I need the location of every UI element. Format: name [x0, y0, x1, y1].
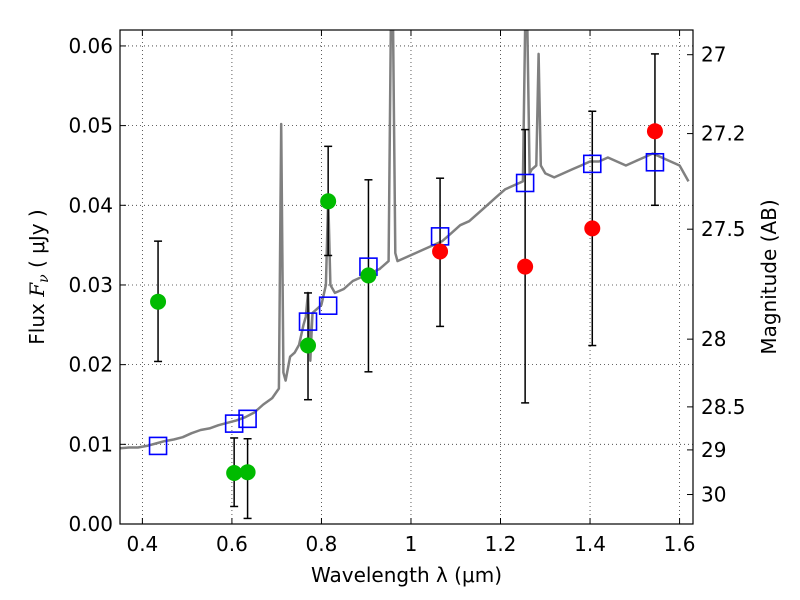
x-axis-label: Wavelength λ (μm) [311, 563, 502, 587]
plot-frame [119, 29, 694, 525]
y-tick-label: 0.05 [68, 114, 113, 138]
y2-tick-label: 28.5 [701, 395, 746, 419]
green-data-point [150, 293, 167, 310]
y-tick-label: 0.00 [68, 512, 113, 536]
grid [120, 30, 693, 525]
spectrum-layer [120, 30, 690, 450]
marker-layer [148, 123, 665, 482]
x-tick-label: 0.8 [306, 532, 338, 556]
y2-tick-label: 27.5 [701, 217, 746, 241]
red-data-point [432, 243, 449, 260]
green-data-point [300, 337, 317, 354]
y2-tick-label: 27.2 [701, 122, 746, 146]
spectrum-line [120, 30, 690, 450]
y2-tick-label: 28 [701, 327, 726, 351]
green-data-point [226, 465, 243, 482]
model-square-marker [224, 414, 244, 433]
x-tick-label: 1.4 [574, 532, 606, 556]
y2-tick-label: 29 [701, 438, 726, 462]
y-tick-label: 0.06 [68, 34, 113, 58]
x-axis-ticks: 0.4 0.6 0.8 1 1.2 1.4 1.6 [126, 30, 695, 556]
model-square-marker [148, 436, 168, 456]
y2-tick-label: 27 [701, 43, 726, 67]
y2-axis-ticks: 27 27.2 27.5 28 28.5 29 30 [687, 43, 746, 507]
model-square-marker [318, 296, 338, 315]
green-data-point [360, 267, 377, 284]
model-square-marker [515, 173, 535, 193]
x-tick-label: 1.6 [664, 532, 696, 556]
model-square-marker [238, 409, 257, 429]
y-tick-label: 0.03 [68, 273, 113, 297]
y-tick-label: 0.04 [68, 193, 113, 217]
x-tick-label: 0.6 [216, 532, 248, 556]
errorbar-layer [154, 53, 659, 520]
green-data-point [239, 464, 256, 481]
model-square-marker [645, 152, 665, 172]
model-square-marker [582, 154, 602, 174]
y-tick-label: 0.01 [68, 432, 113, 456]
x-tick-label: 0.4 [126, 532, 158, 556]
y2-axis-label: Magnitude (AB) [757, 199, 781, 354]
model-square-marker [298, 312, 318, 331]
x-tick-label: 1.2 [485, 532, 517, 556]
green-data-point [320, 193, 337, 210]
red-data-point [646, 123, 663, 140]
y-axis-ticks: 0.00 0.01 0.02 0.03 0.04 0.05 0.06 [68, 34, 126, 536]
red-data-point [517, 258, 534, 275]
y2-tick-label: 30 [701, 483, 726, 507]
y-axis-label: Flux Fν ( μJy ) [25, 209, 52, 344]
y-tick-label: 0.02 [68, 353, 113, 377]
x-tick-label: 1 [405, 532, 418, 556]
red-data-point [584, 220, 601, 237]
